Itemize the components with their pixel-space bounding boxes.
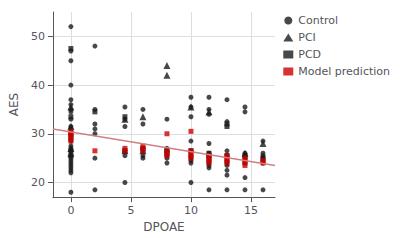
svg-text:DPOAE: DPOAE	[143, 220, 185, 234]
svg-text:30: 30	[31, 127, 45, 140]
svg-text:AES: AES	[7, 93, 21, 116]
svg-text:Control: Control	[298, 14, 338, 27]
svg-text:PCI: PCI	[298, 31, 316, 44]
svg-text:20: 20	[31, 176, 45, 189]
svg-text:0: 0	[67, 204, 74, 217]
svg-text:50: 50	[31, 30, 45, 43]
svg-text:PCD: PCD	[298, 48, 321, 61]
svg-text:10: 10	[184, 204, 198, 217]
svg-text:Model prediction: Model prediction	[298, 65, 390, 78]
svg-text:5: 5	[127, 204, 134, 217]
svg-text:40: 40	[31, 79, 45, 92]
svg-text:15: 15	[244, 204, 258, 217]
